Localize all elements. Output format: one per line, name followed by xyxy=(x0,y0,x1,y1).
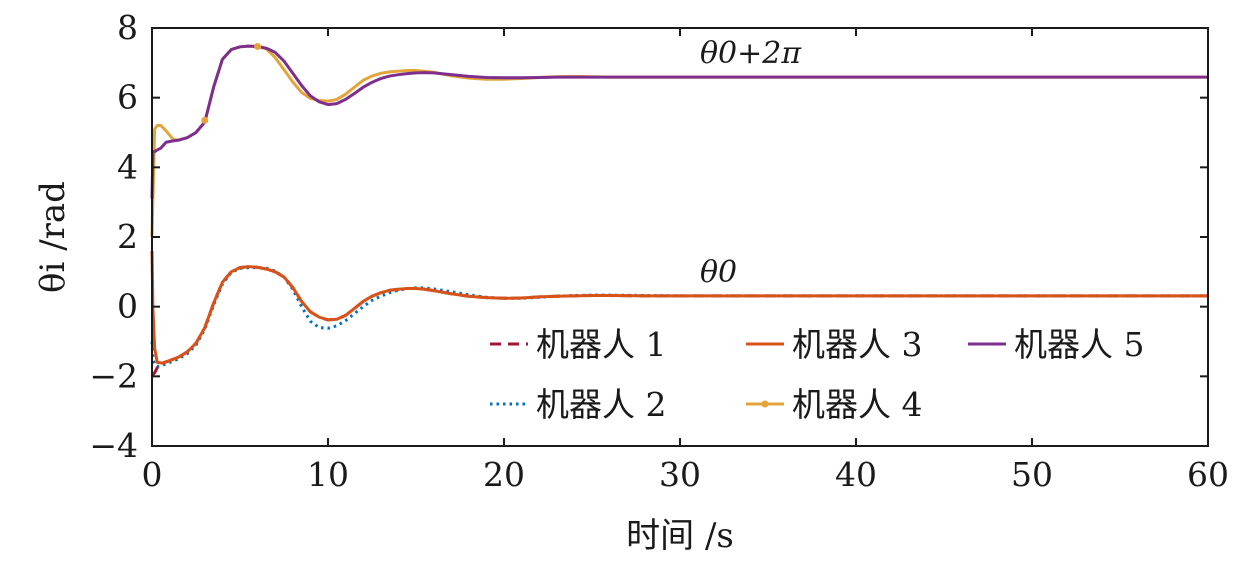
legend-label-robot-3: 机器人 3 xyxy=(792,325,923,364)
x-tick-label-0: 0 xyxy=(142,455,163,494)
x-axis-label: 时间 /s xyxy=(626,516,734,556)
annotation-theta0-2pi: θ0+2π xyxy=(700,36,802,71)
y-tick-label-1: −2 xyxy=(89,356,138,395)
series-marker-robot-4-0 xyxy=(201,116,209,124)
x-tick-label-6: 60 xyxy=(1187,455,1229,494)
annotation-theta0: θ0 xyxy=(700,255,737,290)
series-layer xyxy=(150,42,1208,378)
legend-label-robot-1: 机器人 1 xyxy=(536,325,667,364)
y-tick-label-0: −4 xyxy=(89,426,138,465)
legend-item-robot-3: 机器人 3 xyxy=(746,325,923,364)
y-tick-label-5: 6 xyxy=(117,78,138,117)
legend-label-robot-2: 机器人 2 xyxy=(536,385,667,424)
y-tick-label-3: 2 xyxy=(117,217,138,256)
legend-label-robot-4: 机器人 4 xyxy=(792,385,923,424)
legend-marker-robot-4 xyxy=(761,400,769,408)
legend-item-robot-4: 机器人 4 xyxy=(746,385,923,424)
legend-item-robot-2: 机器人 2 xyxy=(490,385,667,424)
x-tick-label-2: 20 xyxy=(483,455,525,494)
ticks-layer: 0 10 20 30 40 50 60 −4 −2 0 2 4 6 8 xyxy=(89,8,1229,494)
x-tick-label-3: 30 xyxy=(659,455,701,494)
y-axis-label: θi /rad xyxy=(33,181,73,293)
series-marker-robot-4-1 xyxy=(254,42,262,50)
legend-label-robot-5: 机器人 5 xyxy=(1014,325,1145,364)
y-tick-label-4: 4 xyxy=(117,147,138,186)
legend: 机器人 1 机器人 3 机器人 5 机器人 2 机器人 4 xyxy=(490,325,1145,424)
plot-frame xyxy=(151,27,1209,447)
x-tick-label-5: 50 xyxy=(1011,455,1053,494)
x-tick-label-1: 10 xyxy=(307,455,349,494)
legend-item-robot-5: 机器人 5 xyxy=(968,325,1145,364)
y-tick-label-2: 0 xyxy=(117,287,138,326)
x-tick-label-4: 40 xyxy=(835,455,877,494)
y-tick-label-6: 8 xyxy=(117,8,138,47)
series-line-robot-5 xyxy=(150,44,1208,199)
legend-item-robot-1: 机器人 1 xyxy=(490,325,667,364)
series-line-robot-3 xyxy=(150,250,1208,365)
